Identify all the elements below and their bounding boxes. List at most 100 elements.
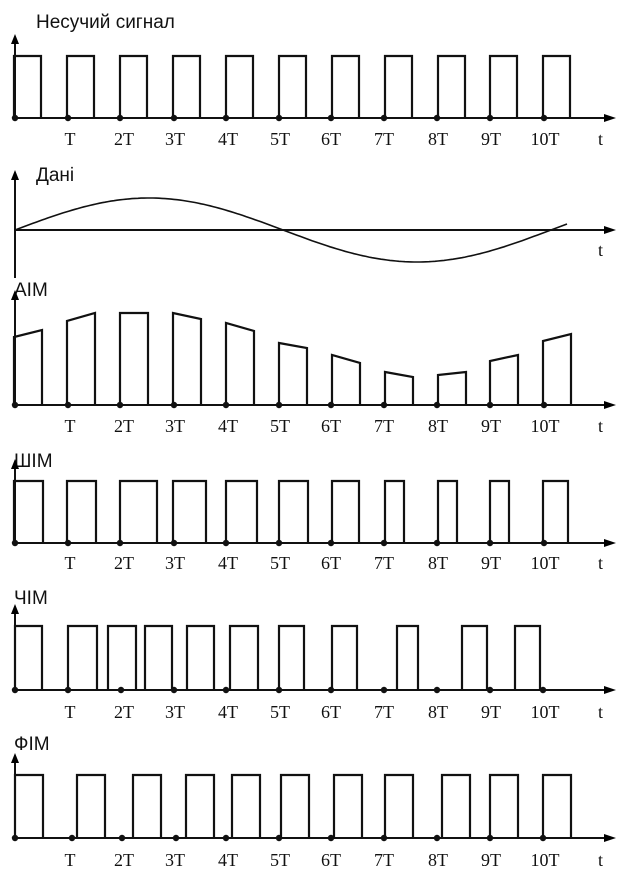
chim-pulse [66,624,99,690]
fim-tick-label: 10T [531,850,560,870]
aim-tick-label: 3T [165,416,185,436]
shim-sample-dot [116,539,124,547]
fim-pulse [541,773,573,838]
carrier-tick-label: 7T [374,129,394,149]
chim-axis-unit-label: t [598,702,603,722]
shim-tick-label: 6T [321,553,341,573]
aim-pulse [118,311,150,405]
aim-pulse [488,353,520,405]
chim-sample-dot [64,686,72,694]
shim-amplitude-axis-arrow [11,459,19,469]
chim-tick-label: 7T [374,702,394,722]
shim-pulse [171,479,208,543]
shim-sample-dot [275,539,283,547]
aim-sample-dot [11,401,19,409]
carrier-sample-dot [222,114,230,122]
aim-sample-dot [116,401,124,409]
chim-sample-dot [170,686,178,694]
carrier-axis-unit-label: t [598,129,603,149]
aim-tick-label: 2T [114,416,134,436]
chim-pulse [330,624,359,690]
aim-time-axis-arrow [604,401,616,409]
shim-tick-label: 9T [481,553,501,573]
shim-sample-dot [380,539,388,547]
shim-sample-dot [327,539,335,547]
chim-time-axis-arrow [604,686,616,694]
data-title: Дані [36,165,74,186]
aim-sample-dot [540,401,548,409]
shim-tick-label: 8T [428,553,448,573]
fim-tick-label: 3T [165,850,185,870]
fim-tick-label: 9T [481,850,501,870]
shim-sample-dot [64,539,72,547]
carrier-pulse [12,54,43,118]
chim-sample-dot [275,686,283,694]
aim-tick-label: T [65,416,76,436]
fim-sample-dot [118,834,126,842]
fim-sample-dot [486,834,494,842]
chim-pulse [277,624,306,690]
aim-pulse [224,321,256,405]
carrier-sample-dot [11,114,19,122]
carrier-sample-dot [327,114,335,122]
shim-title: ШІМ [14,451,53,472]
fim-sample-dot [380,834,388,842]
fim-sample-dot [172,834,180,842]
fim-pulse [131,773,163,838]
carrier-pulse [65,54,96,118]
chim-pulse [395,624,420,690]
shim-tick-label: 4T [218,553,238,573]
data-amplitude-axis-arrow [11,170,19,180]
carrier-pulse [224,54,255,118]
chim-sample-dot [327,686,335,694]
carrier-sample-dot [64,114,72,122]
aim-tick-label: 8T [428,416,448,436]
fim-pulse [75,773,107,838]
chim-tick-label: 8T [428,702,448,722]
fim-tick-label: 5T [270,850,290,870]
fim-axis-unit-label: t [598,850,603,870]
aim-sample-dot [433,401,441,409]
shim-pulse [330,479,361,543]
carrier-tick-label: 4T [218,129,238,149]
fim-pulse [488,773,520,838]
aim-sample-dot [64,401,72,409]
shim-tick-label: 3T [165,553,185,573]
chim-sample-dot [486,686,494,694]
fim-pulse [279,773,311,838]
fim-sample-dot [68,834,76,842]
carrier-tick-label: 3T [165,129,185,149]
shim-sample-dot [222,539,230,547]
fim-time-axis-arrow [604,834,616,842]
aim-tick-label: 9T [481,416,501,436]
aim-tick-label: 4T [218,416,238,436]
carrier-pulse [171,54,202,118]
shim-pulse [12,479,45,543]
aim-sample-dot [222,401,230,409]
fim-pulse [440,773,472,838]
aim-pulse [541,332,573,405]
aim-pulse [383,370,415,405]
chim-tick-label: 3T [165,702,185,722]
fim-tick-label: 6T [321,850,341,870]
carrier-sample-dot [380,114,388,122]
shim-pulse [277,479,310,543]
chim-pulse [228,624,260,690]
fim-pulse [13,773,45,838]
chim-title: ЧІМ [14,588,48,609]
chim-tick-label: 10T [531,702,560,722]
fim-sample-dot [275,834,283,842]
chim-pulse [13,624,44,690]
chim-pulse [143,624,174,690]
carrier-tick-label: T [65,129,76,149]
shim-pulse [224,479,259,543]
data-time-axis-arrow [604,226,616,234]
shim-sample-dot [11,539,19,547]
shim-pulse [488,479,511,543]
chim-sample-dot [433,686,441,694]
chim-pulse [460,624,489,690]
carrier-tick-label: 6T [321,129,341,149]
aim-sample-dot [327,401,335,409]
aim-sample-dot [275,401,283,409]
fim-amplitude-axis-arrow [11,753,19,763]
